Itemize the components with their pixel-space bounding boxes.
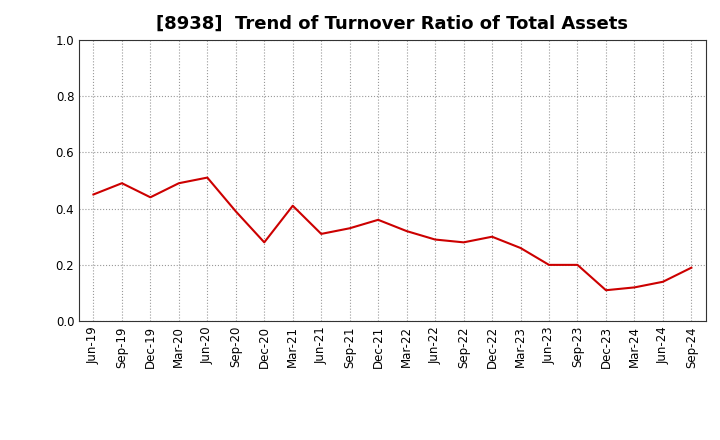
Title: [8938]  Trend of Turnover Ratio of Total Assets: [8938] Trend of Turnover Ratio of Total … bbox=[156, 15, 629, 33]
